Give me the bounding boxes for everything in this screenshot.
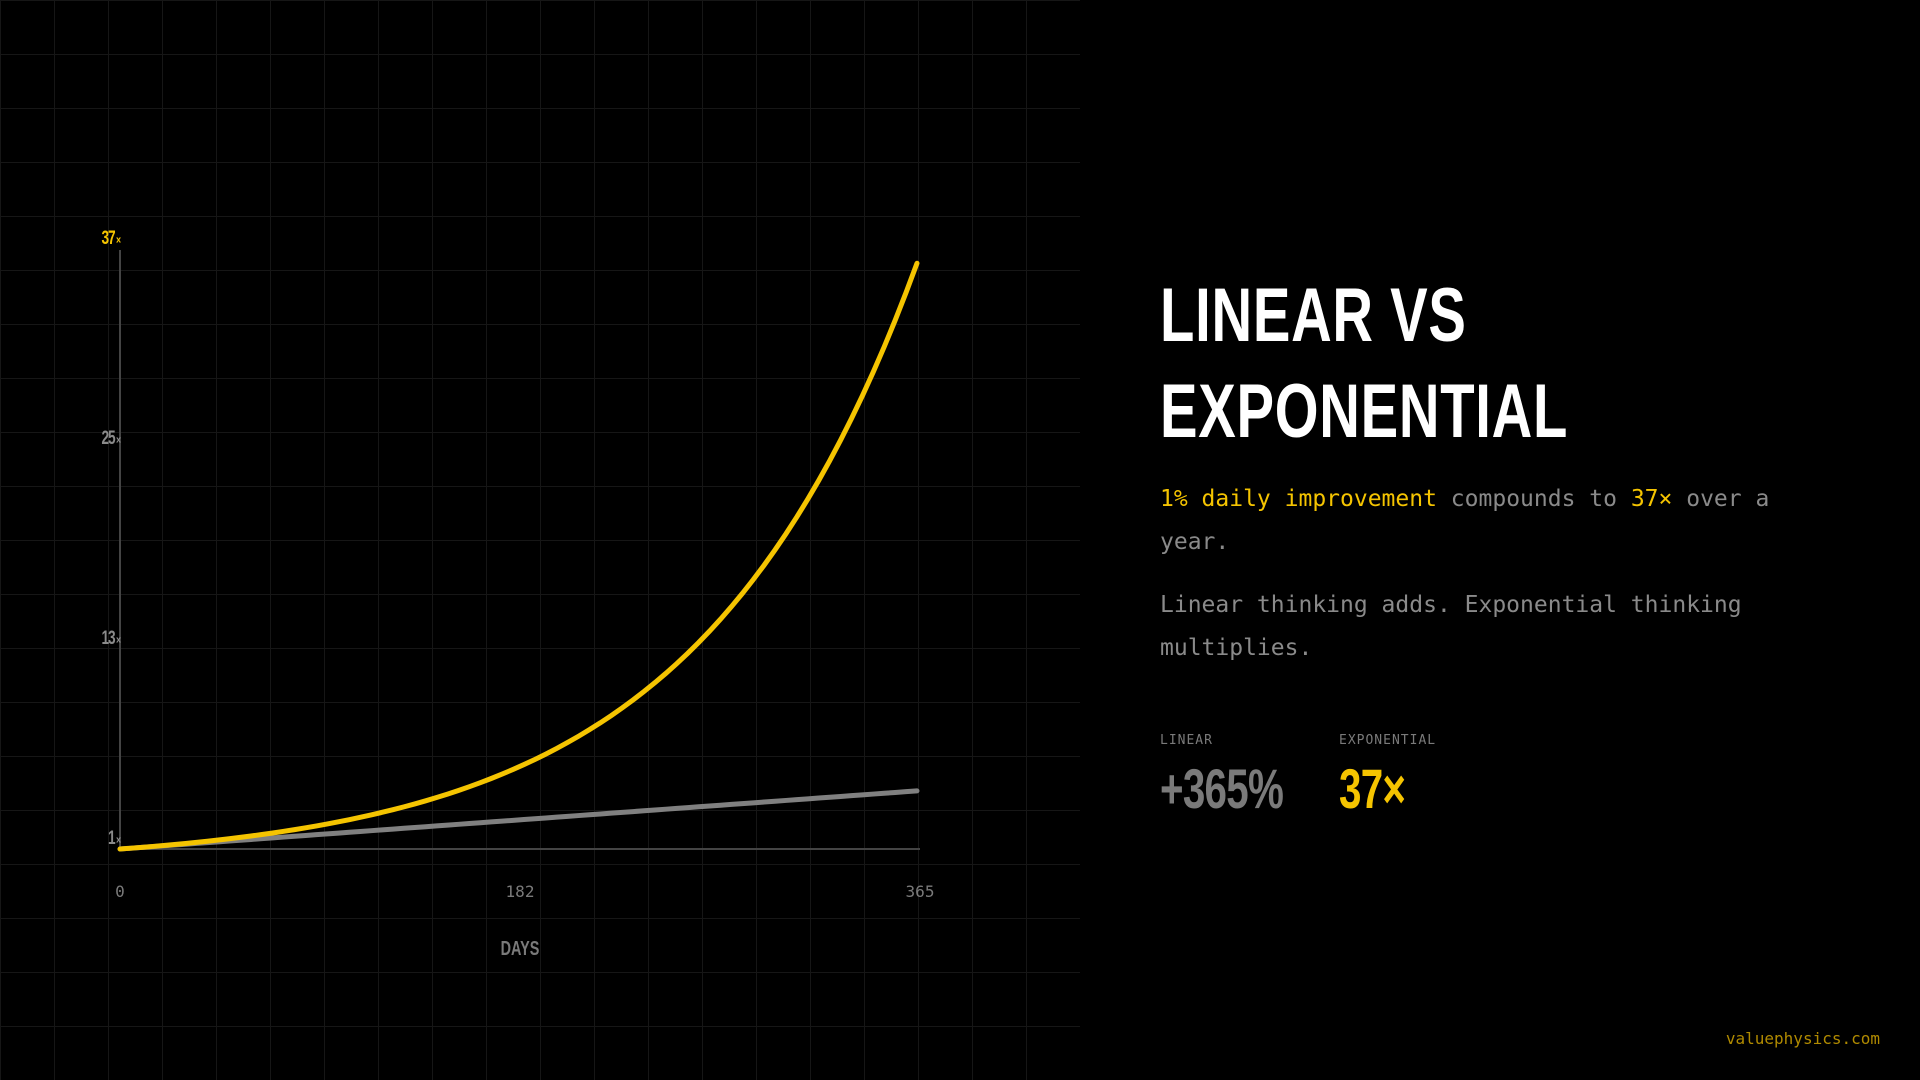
y-tick-37: 37×: [101, 228, 121, 249]
footer-domain: valuephysics.com: [1725, 1029, 1880, 1048]
summary-paragraph: 1% daily improvement compounds to 37× ov…: [1160, 478, 1820, 564]
highlight-daily-improvement: 1% daily improvement: [1160, 486, 1437, 512]
stat-linear-label: LINEAR: [1160, 733, 1213, 748]
title-line-1: LINEAR VS: [1160, 273, 1467, 358]
title-line-2: EXPONENTIAL: [1160, 369, 1569, 454]
text-over-year: over a year.: [1160, 486, 1770, 555]
y-tick-1: 1×: [108, 828, 121, 849]
x-tick-365: 365: [905, 882, 935, 901]
page-title: LINEAR VS EXPONENTIAL: [1160, 268, 1568, 460]
exponential-series-line: [117, 260, 920, 852]
growth-chart: [117, 250, 920, 852]
y-tick-13: 13×: [101, 628, 121, 649]
x-tick-0: 0: [115, 882, 125, 901]
stat-linear-value: +365%: [1160, 757, 1284, 820]
x-tick-182: 182: [505, 882, 535, 901]
y-tick-25: 25×: [101, 428, 121, 449]
text-compounds: compounds to: [1436, 486, 1631, 512]
highlight-37x: 37×: [1630, 486, 1673, 512]
stat-exponential-label: EXPONENTIAL: [1339, 733, 1437, 748]
stat-exponential-value: 37×: [1339, 757, 1406, 820]
linear-series-line: [117, 788, 920, 852]
background-grid: [0, 0, 1080, 1080]
x-axis-label: DAYS: [500, 938, 540, 960]
tagline-paragraph: Linear thinking adds. Exponential thinki…: [1160, 592, 1742, 661]
